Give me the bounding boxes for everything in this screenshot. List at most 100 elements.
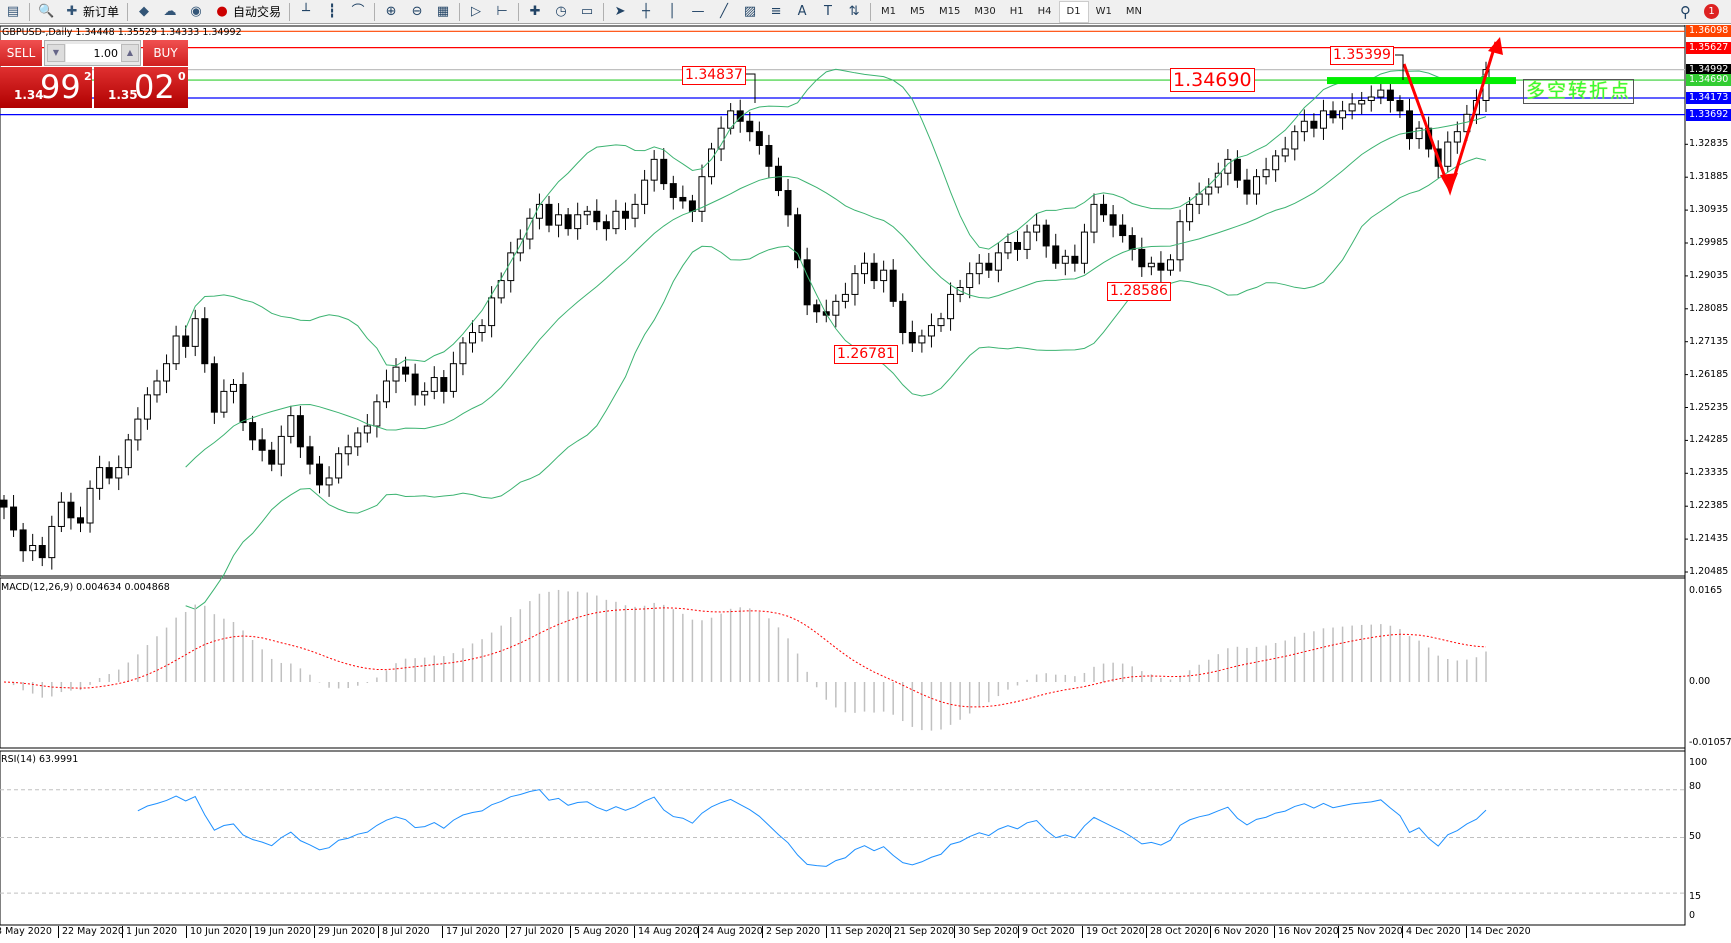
price-line-label: 1.35627 [1686, 41, 1731, 54]
separator [459, 2, 461, 21]
candle-body [669, 183, 677, 198]
bar-chart-icon: ┴ [302, 3, 310, 19]
candle [105, 461, 113, 485]
price-label-level[interactable]: 1.34690 [1170, 68, 1255, 92]
candle-body [1004, 241, 1012, 254]
candlestick-button[interactable]: ┇ [319, 1, 345, 23]
zoom-in-button[interactable]: ⊕ [378, 1, 404, 23]
sell-button[interactable]: SELL [0, 40, 42, 66]
auto-scroll-button[interactable]: ▷ [463, 1, 489, 23]
price-label-high-2[interactable]: 1.35399 [1330, 46, 1394, 65]
decrease-lot-button[interactable]: ▼ [47, 44, 65, 62]
increase-lot-button[interactable]: ▲ [121, 44, 139, 62]
bid-price[interactable]: 1.34 99 2 [0, 67, 92, 108]
bar-chart-button[interactable]: ┴ [293, 1, 319, 23]
date-label: 8 Jul 2020 [378, 926, 430, 938]
zoom-out-button[interactable]: ⊖ [404, 1, 430, 23]
horizontal-line-button[interactable]: — [685, 1, 711, 23]
candle-body [1138, 248, 1146, 268]
date-label: 17 Jul 2020 [442, 926, 500, 938]
candle [1329, 101, 1337, 124]
templates-button[interactable]: ▭ [574, 1, 600, 23]
candle-body [449, 363, 457, 392]
chart-shift-button[interactable]: ⊢ [489, 1, 515, 23]
separator [870, 2, 872, 21]
date-label: 24 Aug 2020 [698, 926, 763, 938]
timeframe-m15[interactable]: M15 [939, 6, 961, 17]
v-reversal-arrow[interactable] [1402, 41, 1498, 196]
candle [153, 369, 161, 403]
candle [555, 203, 563, 238]
timeframe-m5[interactable]: M5 [910, 6, 926, 17]
equidistant-channel-button[interactable]: ▨ [737, 1, 763, 23]
timeframe-m1[interactable]: M1 [881, 6, 897, 17]
candle [296, 405, 304, 458]
lot-input[interactable] [66, 44, 121, 62]
support-resistance-zone[interactable] [1327, 77, 1516, 85]
candle-body [57, 501, 65, 527]
crosshair-button[interactable]: ┼ [633, 1, 659, 23]
candle [564, 207, 572, 236]
auto-trading-button[interactable]: ● 自动交易 [209, 1, 286, 23]
candle-body [373, 401, 381, 427]
timeframe-m30[interactable]: M30 [974, 6, 996, 17]
turning-point-label[interactable]: 多空转折点 [1523, 79, 1634, 104]
price-label-low-1[interactable]: 1.26781 [834, 345, 898, 364]
text-label-button[interactable]: T [815, 1, 841, 23]
candle-body [794, 214, 802, 261]
timeframe-h4[interactable]: H4 [1037, 6, 1052, 17]
chart-canvas[interactable] [0, 25, 1731, 939]
ask-price[interactable]: 1.35 02 0 [94, 67, 188, 108]
candle [1272, 150, 1280, 182]
timeframe-h1[interactable]: H1 [1009, 6, 1024, 17]
date-label: 16 Nov 2020 [1274, 926, 1339, 938]
search-icon[interactable]: ⚲ [1680, 2, 1691, 21]
rsi-label: RSI(14) 63.9991 [1, 754, 79, 765]
candle-body [29, 545, 37, 552]
cursor-button[interactable]: ➤ [607, 1, 633, 23]
price-label-high-1[interactable]: 1.34837 [682, 66, 746, 85]
radio-button[interactable]: ◉ [183, 1, 209, 23]
tile-windows-button[interactable]: ▦ [430, 1, 456, 23]
candle-body [1090, 203, 1098, 233]
candle-body [1205, 186, 1213, 195]
candle-body [564, 214, 572, 230]
line-chart-button[interactable]: ⌒ [345, 1, 371, 23]
lot-stepper: ▼ ▲ [44, 40, 141, 66]
metaeditor-button[interactable]: ◆ [131, 1, 157, 23]
candle [1004, 233, 1012, 260]
zoom-window-button[interactable]: 🔍 [33, 1, 59, 23]
timeframe-w1[interactable]: W1 [1095, 6, 1112, 17]
date-label: 6 Nov 2020 [1210, 926, 1269, 938]
new-order-button[interactable]: ✚ 新订单 [59, 1, 124, 23]
candle [1396, 95, 1404, 118]
arrows-button[interactable]: ⇅ [841, 1, 867, 23]
vertical-line-button[interactable]: │ [659, 1, 685, 23]
timeframe-mn[interactable]: MN [1125, 6, 1142, 17]
candle-body [1186, 203, 1194, 223]
candle [440, 370, 448, 404]
candle-body [1100, 203, 1108, 216]
candle-body [803, 259, 811, 306]
timeframe-d1[interactable]: D1 [1058, 0, 1089, 23]
trendline-button[interactable]: ╱ [711, 1, 737, 23]
new-chart-icon: ▤ [6, 3, 20, 19]
buy-button[interactable]: BUY [143, 40, 188, 66]
notification-badge[interactable]: 1 [1704, 4, 1719, 19]
periods-button[interactable]: ◷ [548, 1, 574, 23]
indicators-button[interactable]: ✚ [522, 1, 548, 23]
chart-window[interactable] [0, 25, 1731, 939]
fibonacci-button[interactable]: ≡ [763, 1, 789, 23]
price-label-low-2[interactable]: 1.28586 [1107, 282, 1171, 301]
candle-body [861, 262, 869, 275]
date-label: 13 May 2020 [0, 926, 52, 938]
new-chart-button[interactable]: ▤ [0, 1, 26, 23]
text-button[interactable]: A [789, 1, 815, 23]
candle [363, 414, 371, 443]
arrow-head-up-icon [1488, 37, 1503, 55]
date-label: 5 Aug 2020 [570, 926, 629, 938]
candle-body [1358, 99, 1366, 105]
price-line-label: 1.34992 [1686, 63, 1731, 76]
bid-sup: 2 [84, 70, 92, 83]
signals-button[interactable]: ☁ [157, 1, 183, 23]
